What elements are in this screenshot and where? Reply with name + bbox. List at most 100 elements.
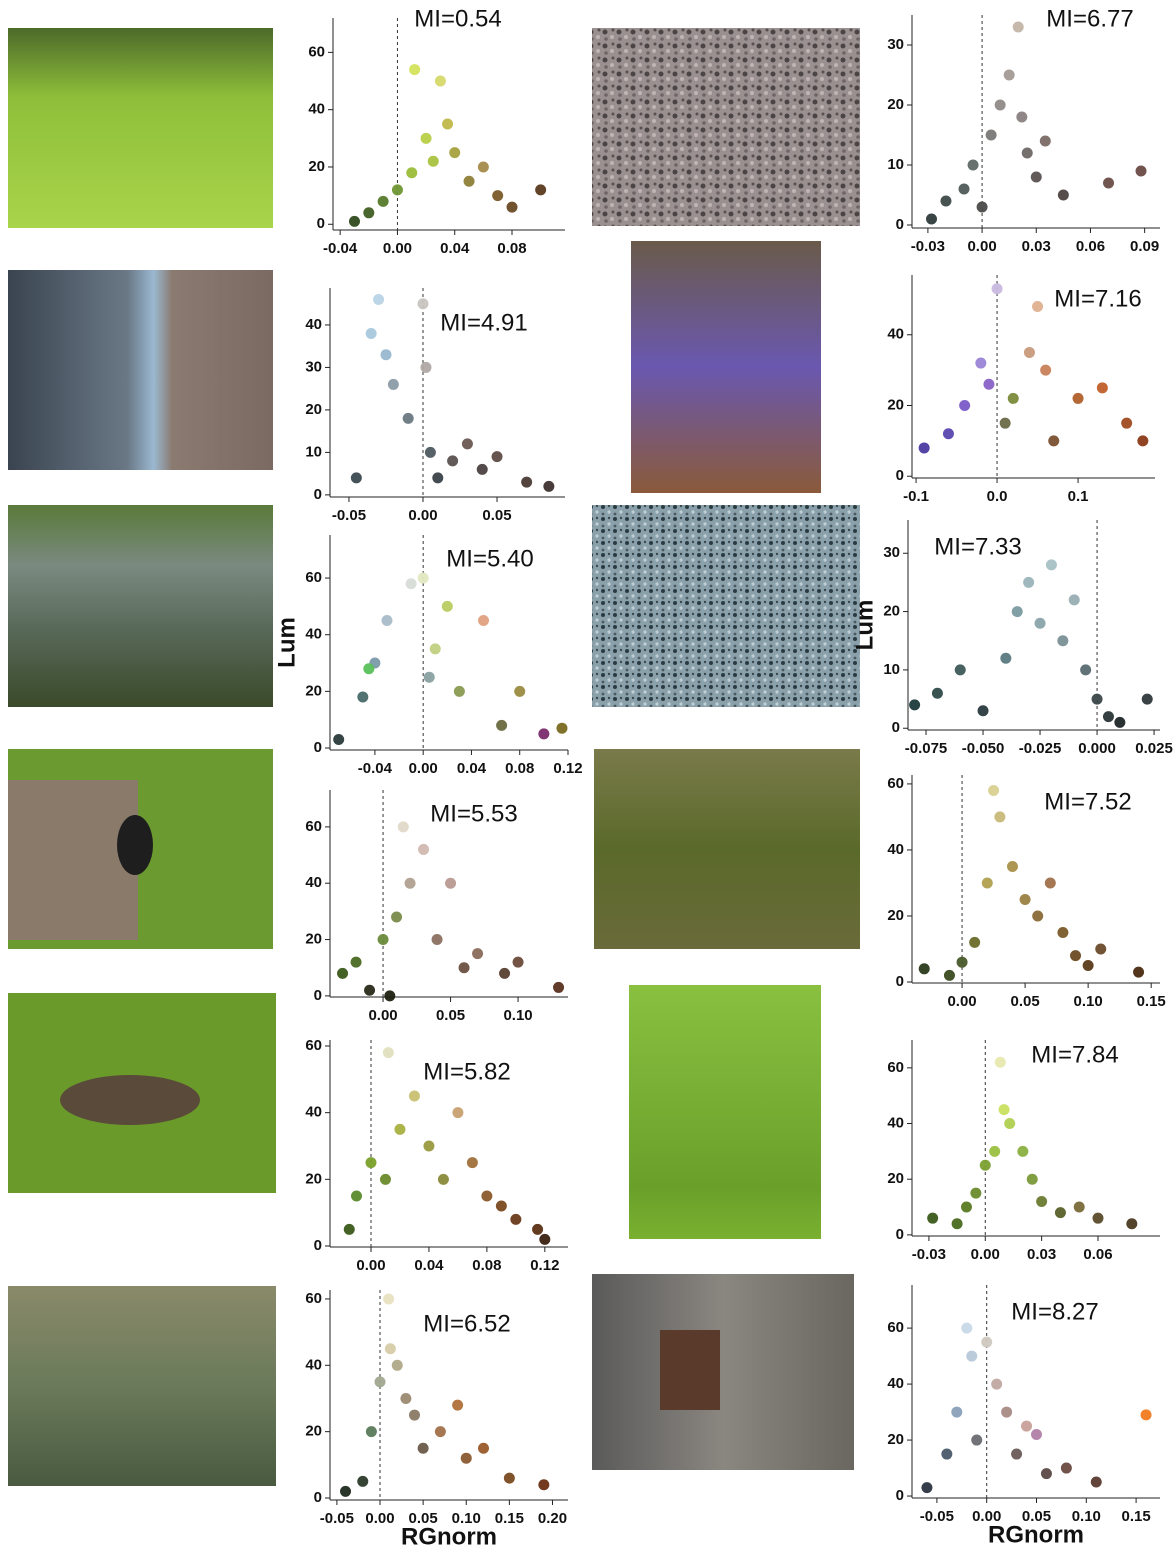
y-tick-label: 30 <box>883 544 900 561</box>
y-tick-label: 40 <box>887 326 904 343</box>
point <box>510 1213 522 1225</box>
chart: 0 20 40 60 0.00 0.05 0.10 0.15 MI=7.52 <box>887 775 1165 1010</box>
photo <box>592 28 860 226</box>
point <box>1060 1462 1072 1474</box>
chart: 0 10 20 30 -0.075 -0.050 -0.025 0.000 0.025 MI=7.… <box>851 520 1173 757</box>
x-tick-label: 0.04 <box>414 1257 444 1274</box>
point <box>1034 617 1046 629</box>
annotation: MI=5.82 <box>423 1058 510 1085</box>
y-tick-label: 0 <box>314 486 322 503</box>
chart: 0 20 40 60 -0.03 0.00 0.03 0.06 MI=7.84 <box>887 1040 1160 1263</box>
y-tick-label: 40 <box>305 874 322 891</box>
point <box>994 99 1006 111</box>
point <box>1103 177 1115 189</box>
point <box>365 1426 377 1438</box>
point <box>1023 576 1035 588</box>
point <box>365 327 377 339</box>
point <box>999 417 1011 429</box>
point <box>437 1173 449 1185</box>
point <box>351 1190 363 1202</box>
y-tick-label: 0 <box>896 1226 904 1243</box>
point <box>1091 693 1103 705</box>
photo <box>592 505 860 707</box>
point <box>956 956 968 968</box>
x-tick-label: -0.04 <box>323 240 358 257</box>
x-tick-label: 0.12 <box>553 760 582 777</box>
point <box>1001 1406 1013 1418</box>
point <box>954 664 966 676</box>
x-tick-label: 0.09 <box>1130 238 1159 255</box>
x-tick-label: -0.1 <box>903 488 929 505</box>
x-tick-label: -0.075 <box>905 740 948 757</box>
x-tick-label: 0.10 <box>1074 993 1103 1010</box>
x-tick-label: 0.15 <box>495 1510 524 1527</box>
x-tick-label: 0.00 <box>947 993 976 1010</box>
y-tick-label: 20 <box>887 96 904 113</box>
y-tick-label: 30 <box>305 358 322 375</box>
point <box>391 1359 403 1371</box>
point <box>384 1343 396 1355</box>
y-tick-label: 0 <box>896 1487 904 1504</box>
x-tick-label: -0.05 <box>332 507 366 524</box>
x-tick-label: -0.03 <box>912 1246 946 1263</box>
point <box>1095 943 1107 955</box>
point <box>1040 1468 1052 1480</box>
point <box>377 934 389 946</box>
point <box>379 1173 391 1185</box>
point <box>495 1200 507 1212</box>
point <box>940 195 952 207</box>
point <box>427 155 439 167</box>
point <box>417 1442 429 1454</box>
x-tick-label: 0.12 <box>530 1257 559 1274</box>
point <box>1137 435 1149 447</box>
x-tick-label: 0.06 <box>1076 238 1105 255</box>
x-tick-label: 0.10 <box>1072 1508 1101 1525</box>
point <box>538 1479 550 1491</box>
chart: 0 10 20 30 40 -0.05 0.00 0.05 MI=4.91 <box>305 288 565 524</box>
point <box>499 967 511 979</box>
point <box>909 699 921 711</box>
y-tick-label: 0 <box>314 987 322 1004</box>
point <box>449 147 461 159</box>
point <box>977 705 989 717</box>
point <box>512 956 524 968</box>
point <box>382 1047 394 1059</box>
point <box>417 572 429 584</box>
y-tick-label: 0 <box>317 215 325 232</box>
point <box>989 1145 1001 1157</box>
x-tick-label: 0.00 <box>356 1257 385 1274</box>
point <box>409 1409 421 1421</box>
y-tick-label: 60 <box>887 1319 904 1336</box>
point <box>1006 860 1018 872</box>
point <box>918 442 930 454</box>
x-tick-label: 0.025 <box>1135 740 1173 757</box>
chart: 0 20 40 60 -0.05 0.00 0.05 0.10 0.15 MI=8.27 RGnor… <box>887 1285 1160 1548</box>
point <box>333 734 345 746</box>
point <box>532 1223 544 1235</box>
y-axis-label: Lum <box>851 600 878 651</box>
point <box>1032 300 1044 312</box>
x-tick-label: 0.00 <box>409 760 438 777</box>
point <box>543 480 555 492</box>
y-tick-label: 40 <box>308 101 325 118</box>
y-tick-label: 20 <box>887 1431 904 1448</box>
annotation: MI=7.33 <box>934 533 1021 560</box>
point <box>503 1472 515 1484</box>
point <box>1017 1145 1029 1157</box>
point <box>472 948 484 960</box>
point <box>1133 966 1145 978</box>
point <box>918 963 930 975</box>
point <box>1021 147 1033 159</box>
y-tick-label: 20 <box>887 396 904 413</box>
point <box>506 201 518 213</box>
chart: 0 20 40 60 -0.04 0.00 0.04 0.08 0.12 MI=5.40 Lum <box>273 535 583 777</box>
y-tick-label: 40 <box>887 1375 904 1392</box>
annotation: MI=5.40 <box>446 545 533 572</box>
point <box>535 184 547 196</box>
point <box>373 293 385 305</box>
point <box>1072 392 1084 404</box>
x-tick-label: 0.04 <box>440 240 470 257</box>
point <box>402 412 414 424</box>
photo <box>8 505 273 707</box>
point <box>921 1482 933 1494</box>
